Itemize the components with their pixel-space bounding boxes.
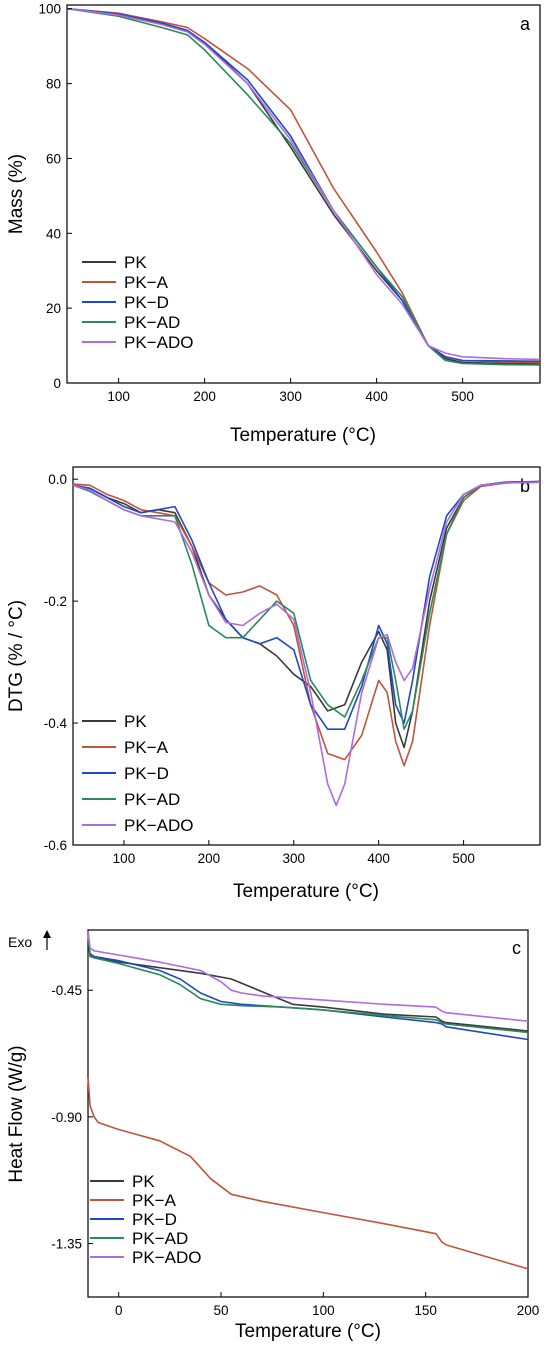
panel-c-series	[87, 931, 529, 1270]
panel-a-ytick-label: 100	[38, 2, 61, 17]
panel-b-series-pk-d	[72, 480, 541, 730]
panel-c-ylabel: Heat Flow (W/g)	[6, 1045, 27, 1182]
panel-c-legend-label-pk-a: PK−A	[132, 1191, 177, 1210]
panel-a-xtick-label: 400	[365, 389, 388, 404]
panel-a-series-pk-ado	[66, 7, 541, 361]
panel-c-xtick-label: 50	[214, 1303, 229, 1318]
panel-a-legend-label-pk: PK	[124, 253, 147, 272]
panel-b-xtick-label: 400	[367, 851, 390, 866]
panel-a-xtick-label: 200	[193, 389, 216, 404]
panel-b-legend: PK PK−A PK−D PK−AD PK−ADO	[82, 712, 193, 835]
panel-b-series-pk-ado	[72, 481, 541, 807]
panel-a-xtick-label: 300	[279, 389, 302, 404]
panel-b-xtick-label: 500	[452, 851, 475, 866]
panel-c-xtick-label: 0	[115, 1303, 123, 1318]
panel-b-ytick-label: 0.0	[48, 472, 67, 487]
panel-b-xtick-label: 200	[198, 851, 221, 866]
panel-a-ytick-label: 80	[46, 77, 61, 92]
panel-c-series-pk-ad	[87, 933, 529, 1034]
panel-a: a 100 200 300 400 500 0 20 40 60 80 100 Temperatur…	[6, 2, 541, 446]
panel-b-series-pk-ad	[72, 481, 541, 730]
exo-up-arrow-icon	[43, 930, 51, 950]
panel-b-xlabel: Temperature (°C)	[233, 881, 379, 902]
panel-a-xtick-label: 500	[451, 389, 474, 404]
panel-c-series-pk	[87, 931, 529, 1032]
panel-a-ytick-label: 0	[53, 376, 61, 391]
panel-c-xtick-label: 100	[312, 1303, 335, 1318]
panel-c-legend-label-pk: PK	[132, 1172, 155, 1191]
panel-c-ticks: 0 50 100 150 200 -0.45 -0.90 -1.35	[51, 983, 539, 1318]
panel-a-ytick-label: 20	[46, 301, 61, 316]
panel-c: c Exo 0 50 100 150 200 -0.45 -0.90 -1.35 Temper…	[6, 929, 539, 1342]
panel-b-letter: b	[520, 476, 530, 496]
panel-a-legend-label-pk-ado: PK−ADO	[124, 333, 193, 352]
panel-b-legend-label-pk: PK	[124, 712, 147, 731]
panel-a-series	[66, 7, 541, 366]
panel-b-xtick-label: 300	[282, 851, 305, 866]
panel-b-legend-label-pk-d: PK−D	[124, 764, 169, 783]
panel-b-legend-label-pk-ad: PK−AD	[124, 790, 180, 809]
panel-c-xtick-label: 150	[414, 1303, 437, 1318]
panel-b-ylabel: DTG (% / °C)	[6, 600, 27, 712]
panel-c-letter: c	[512, 938, 521, 958]
panel-c-ytick-label: -0.45	[51, 983, 82, 998]
panel-c-ytick-label: -1.35	[51, 1237, 82, 1252]
panel-a-legend-label-pk-ad: PK−AD	[124, 313, 180, 332]
panel-a-ytick-label: 60	[46, 151, 61, 166]
panel-c-series-pk-ado	[87, 931, 529, 1022]
panel-b-ytick-label: -0.4	[44, 716, 68, 731]
panel-c-legend-label-pk-ado: PK−ADO	[132, 1248, 201, 1267]
panel-b-legend-label-pk-ado: PK−ADO	[124, 816, 193, 835]
panel-b: b 100 200 300 400 500 0.0 -0.2 -0.4 -0.6 Tempera…	[6, 466, 541, 902]
panel-b-ticks: 100 200 300 400 500 0.0 -0.2 -0.4 -0.6	[44, 472, 475, 866]
panel-a-xlabel: Temperature (°C)	[230, 425, 376, 446]
panel-b-ytick-label: -0.2	[44, 594, 67, 609]
panel-a-frame	[66, 4, 541, 384]
panel-b-series	[72, 480, 541, 807]
panel-c-legend-label-pk-d: PK−D	[132, 1210, 177, 1229]
panel-c-legend-label-pk-ad: PK−AD	[132, 1229, 188, 1248]
panel-c-xtick-label: 200	[517, 1303, 540, 1318]
panel-b-ytick-label: -0.6	[44, 838, 67, 853]
panel-b-series-pk	[72, 480, 541, 749]
panel-c-series-pk-a	[87, 1077, 529, 1270]
panel-b-frame	[72, 466, 541, 846]
panel-a-ytick-label: 40	[46, 226, 61, 241]
panel-c-series-pk-d	[87, 932, 529, 1041]
panel-c-ytick-label: -0.90	[51, 1110, 82, 1125]
panel-a-legend-label-pk-a: PK−A	[124, 273, 169, 292]
panel-b-xtick-label: 100	[113, 851, 136, 866]
panel-c-xlabel: Temperature (°C)	[235, 1321, 381, 1342]
panel-a-letter: a	[520, 14, 531, 34]
panel-c-frame	[87, 929, 529, 1298]
panel-a-legend-label-pk-d: PK−D	[124, 293, 169, 312]
panel-a-xtick-label: 100	[107, 389, 130, 404]
panel-b-legend-label-pk-a: PK−A	[124, 738, 169, 757]
exo-annotation: Exo	[8, 934, 32, 950]
panel-a-ticks: 100 200 300 400 500 0 20 40 60 80 100	[38, 2, 473, 404]
panel-a-ylabel: Mass (%)	[6, 154, 27, 234]
